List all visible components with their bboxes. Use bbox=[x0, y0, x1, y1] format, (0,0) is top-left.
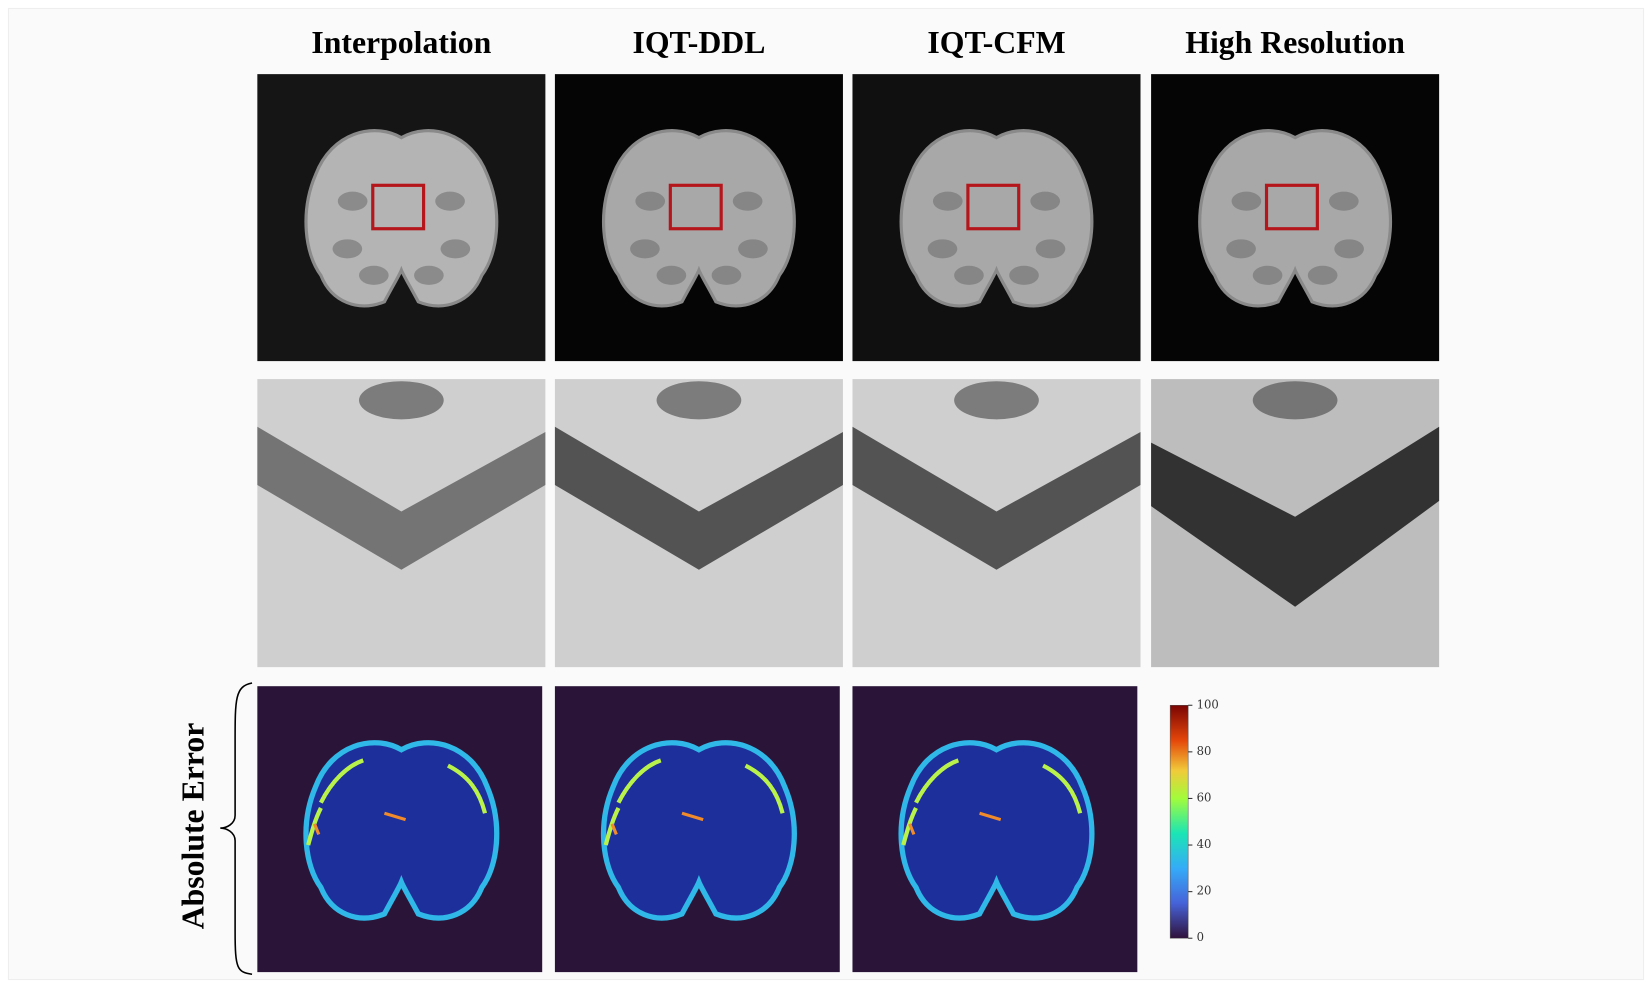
gray-matter bbox=[1334, 239, 1364, 259]
gray-matter bbox=[954, 265, 984, 285]
mri-slice bbox=[852, 74, 1141, 362]
zoom-patch bbox=[554, 379, 843, 668]
mri-slice bbox=[257, 74, 546, 362]
error-hotspot bbox=[908, 811, 1002, 836]
gray-matter bbox=[1307, 265, 1338, 285]
gray-matter bbox=[414, 265, 444, 285]
colorbar-tick-label: 20 bbox=[1197, 884, 1212, 898]
gray-matter bbox=[1035, 239, 1066, 259]
mri-slice bbox=[1151, 74, 1440, 362]
mri-slice bbox=[554, 74, 843, 362]
zoom-patch bbox=[852, 379, 1141, 668]
zoom-structure bbox=[954, 381, 1039, 420]
gray-matter bbox=[359, 265, 389, 285]
ventricle bbox=[1151, 426, 1440, 607]
zoom-structure bbox=[1252, 381, 1338, 420]
column-header: IQT-DDL bbox=[632, 25, 765, 60]
gray-matter bbox=[1009, 265, 1039, 285]
error-map bbox=[257, 686, 543, 973]
gray-matter bbox=[1252, 265, 1283, 285]
colorbar-tick-label: 0 bbox=[1197, 930, 1204, 944]
row-brace bbox=[220, 682, 253, 976]
colorbar bbox=[1169, 704, 1189, 939]
gray-matter bbox=[711, 265, 742, 285]
ventricle bbox=[257, 426, 546, 570]
zoom-structure bbox=[359, 381, 444, 420]
error-map bbox=[852, 686, 1138, 973]
error-hotspot bbox=[610, 811, 704, 836]
gray-matter bbox=[1226, 239, 1256, 259]
zoom-patch bbox=[1151, 379, 1440, 668]
gray-matter bbox=[1329, 191, 1359, 211]
gray-matter bbox=[337, 191, 368, 211]
gray-matter bbox=[1231, 191, 1262, 211]
colorbar-tick-label: 80 bbox=[1197, 744, 1212, 758]
column-header: IQT-CFM bbox=[927, 25, 1065, 60]
row-label: Absolute Error bbox=[175, 723, 210, 930]
colorbar-tick-label: 60 bbox=[1197, 790, 1212, 804]
colorbar-tick-label: 100 bbox=[1197, 697, 1219, 711]
zoom-structure bbox=[656, 381, 742, 420]
gray-matter bbox=[1030, 191, 1061, 211]
column-header: High Resolution bbox=[1185, 25, 1405, 60]
roi-box bbox=[1264, 183, 1319, 231]
gray-matter bbox=[635, 191, 666, 211]
roi-box bbox=[371, 183, 426, 231]
gray-matter bbox=[630, 239, 660, 259]
error-map bbox=[554, 686, 840, 973]
column-header: Interpolation bbox=[311, 25, 491, 60]
roi-box bbox=[966, 183, 1021, 231]
gray-matter bbox=[738, 239, 768, 259]
zoom-patch bbox=[257, 379, 546, 668]
error-hotspot bbox=[313, 811, 407, 836]
colorbar-tick-label: 40 bbox=[1197, 837, 1212, 851]
roi-box bbox=[668, 183, 723, 231]
gray-matter bbox=[732, 191, 763, 211]
gray-matter bbox=[435, 191, 465, 211]
gray-matter bbox=[332, 239, 363, 259]
ventricle bbox=[554, 426, 843, 570]
ventricle bbox=[852, 426, 1141, 570]
gray-matter bbox=[656, 265, 687, 285]
gray-matter bbox=[927, 239, 958, 259]
gray-matter bbox=[440, 239, 471, 259]
gray-matter bbox=[932, 191, 963, 211]
